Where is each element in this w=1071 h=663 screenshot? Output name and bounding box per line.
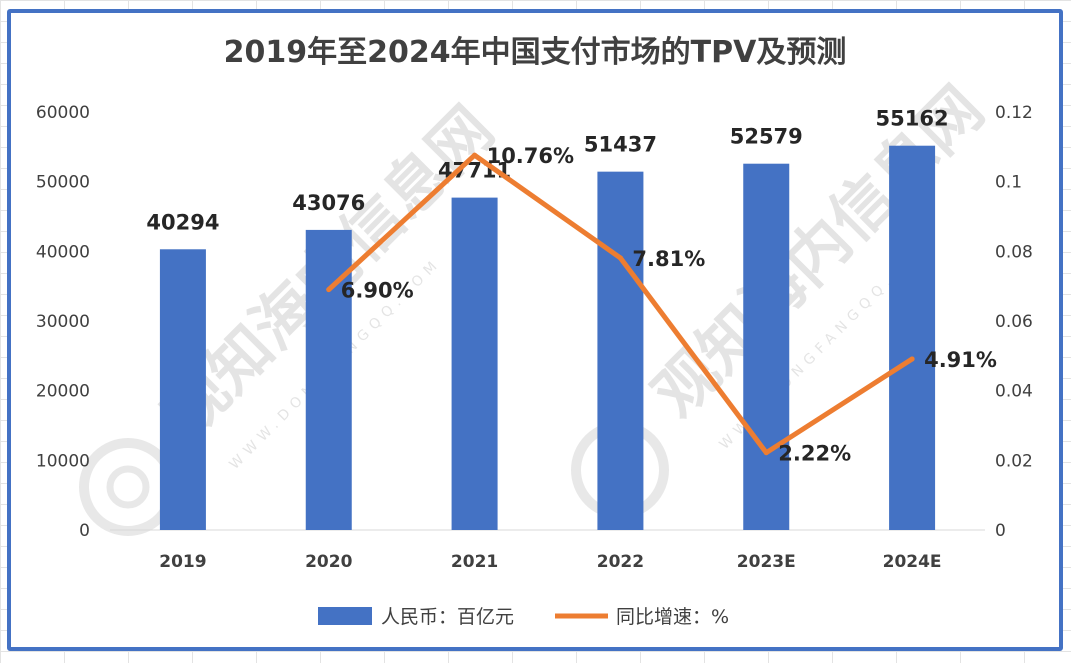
left-axis-ticks: 0 10000 20000 30000 40000 50000 60000	[36, 103, 90, 541]
bar-value-label: 51437	[584, 133, 657, 157]
bar	[597, 171, 644, 530]
category-label: 2023E	[737, 552, 796, 572]
legend-swatch-bar	[318, 607, 372, 625]
watermark-logo-icon	[79, 438, 177, 536]
left-axis-tick-label: 20000	[36, 382, 90, 402]
left-axis-tick-label: 40000	[36, 242, 90, 262]
right-axis-tick-label: 0	[995, 521, 1006, 541]
bar-value-label: 55162	[876, 107, 949, 131]
watermark-logo-inner-icon	[106, 465, 150, 509]
line-point	[763, 450, 769, 456]
legend-label-bar: 人民币：百亿元	[381, 606, 514, 628]
line-value-label: 2.22%	[778, 442, 851, 466]
right-axis-tick-label: 0.04	[995, 382, 1033, 402]
legend: 人民币：百亿元 同比增速：%	[318, 606, 729, 628]
chart-title: 2019年至2024年中国支付市场的TPV及预测	[224, 35, 847, 70]
line-data-labels: 6.90% 10.76% 7.81% 2.22% 4.91%	[341, 144, 997, 465]
category-labels: 2019 2020 2021 2022 2023E 2024E	[159, 552, 941, 572]
bar	[743, 163, 790, 530]
bar-value-label: 40294	[146, 210, 219, 234]
right-axis-tick-label: 0.1	[995, 173, 1022, 193]
left-axis-tick-label: 10000	[36, 451, 90, 471]
right-axis-tick-label: 0.08	[995, 242, 1033, 262]
line-series	[326, 152, 915, 456]
category-label: 2022	[597, 552, 644, 572]
category-label: 2024E	[883, 552, 942, 572]
left-axis-tick-label: 0	[79, 521, 90, 541]
line-point	[326, 287, 332, 293]
left-axis-tick-label: 60000	[36, 103, 90, 123]
bar-value-label: 43076	[292, 191, 365, 215]
right-axis-tick-label: 0.02	[995, 451, 1033, 471]
right-axis-tick-label: 0.06	[995, 312, 1033, 332]
bar	[451, 197, 498, 530]
category-label: 2021	[451, 552, 498, 572]
right-axis-tick-label: 0.12	[995, 103, 1033, 123]
right-axis-ticks: 0 0.02 0.04 0.06 0.08 0.1 0.12	[995, 103, 1033, 541]
left-axis-tick-label: 50000	[36, 173, 90, 193]
bar	[305, 229, 352, 530]
category-label: 2020	[305, 552, 352, 572]
line-point	[617, 255, 623, 261]
category-label: 2019	[159, 552, 206, 572]
legend-label-line: 同比增速：%	[616, 606, 729, 628]
line-value-label: 7.81%	[632, 247, 705, 271]
left-axis-tick-label: 30000	[36, 312, 90, 332]
line-value-label: 4.91%	[924, 348, 997, 372]
bar-value-label: 52579	[730, 125, 803, 149]
line-value-label: 6.90%	[341, 279, 414, 303]
bar	[159, 249, 206, 530]
bar	[889, 145, 936, 531]
line-point	[909, 356, 915, 362]
line-value-label: 10.76%	[487, 144, 574, 168]
bar-series	[159, 145, 936, 531]
line-point	[472, 152, 478, 158]
watermark: 观知海内信息网 WWW.DONGFANGQQ.COM 观知海内信息网 WWW.D…	[79, 72, 998, 536]
